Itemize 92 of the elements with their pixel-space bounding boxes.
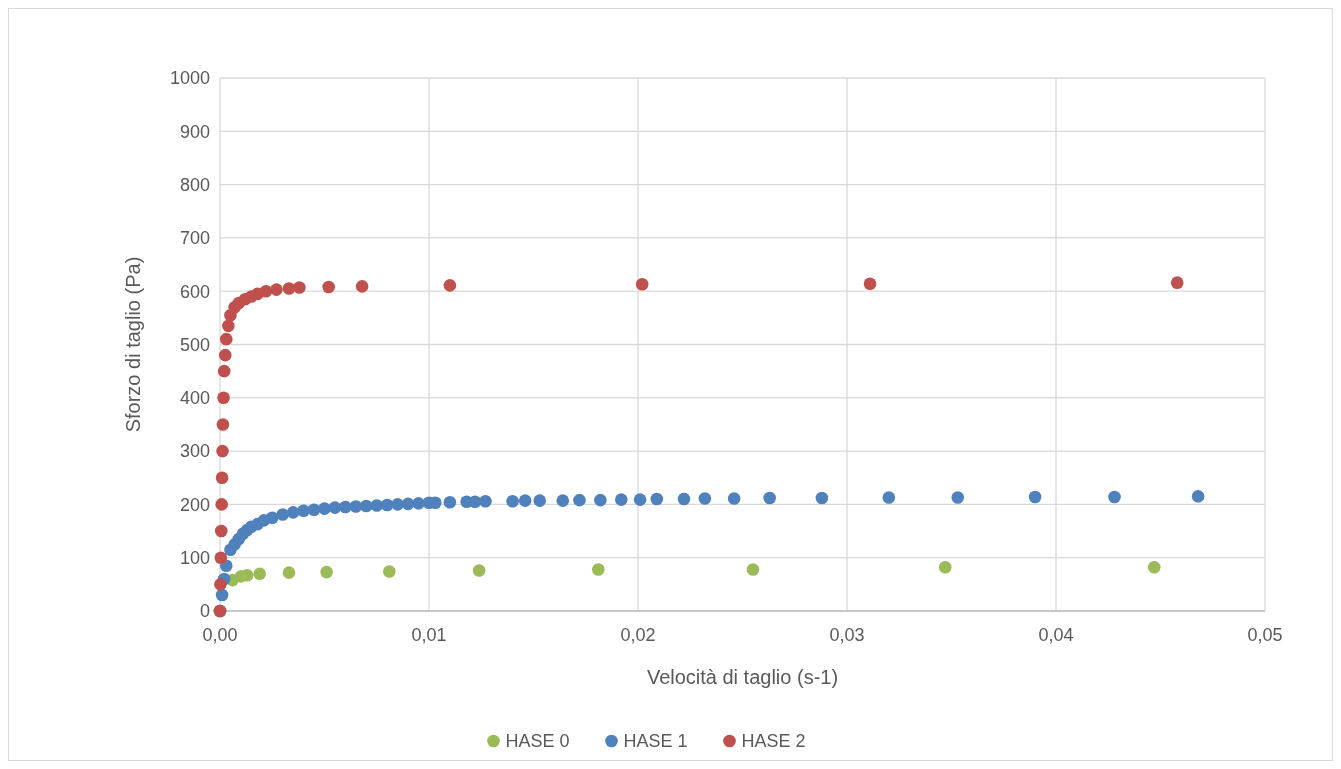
- point: [472, 564, 486, 577]
- point: [443, 279, 457, 292]
- point: [253, 567, 267, 580]
- point: [1028, 490, 1042, 504]
- point: [573, 493, 586, 507]
- point: [938, 561, 952, 574]
- point: [380, 498, 394, 512]
- point: [219, 332, 233, 346]
- point: [635, 277, 649, 291]
- point: [217, 391, 230, 405]
- y-tick-label: 1000: [169, 68, 210, 89]
- point: [727, 492, 741, 505]
- point: [215, 498, 228, 511]
- point: [518, 494, 532, 507]
- point: [216, 418, 230, 431]
- point: [214, 524, 228, 538]
- point: [815, 491, 829, 505]
- point: [614, 493, 628, 506]
- y-tick-label: 900: [179, 121, 210, 142]
- point: [1170, 276, 1184, 289]
- point: [240, 569, 254, 582]
- point: [594, 493, 607, 507]
- point: [677, 492, 691, 506]
- point: [382, 565, 396, 578]
- legend-label: HASE 1: [623, 731, 688, 751]
- point: [370, 499, 384, 512]
- point: [506, 494, 519, 508]
- x-tick-label: 0,00: [202, 625, 238, 645]
- point: [328, 501, 342, 514]
- point: [633, 493, 647, 506]
- point: [951, 491, 965, 504]
- point: [746, 563, 760, 576]
- point: [412, 497, 425, 510]
- point: [863, 277, 877, 291]
- point: [1108, 490, 1121, 504]
- point: [214, 551, 228, 564]
- point: [218, 348, 232, 362]
- point: [265, 511, 279, 525]
- x-tick-label: 0,04: [1038, 625, 1074, 645]
- point: [1191, 490, 1205, 503]
- point: [763, 491, 776, 505]
- point: [533, 494, 547, 507]
- point: [320, 565, 333, 579]
- point: [270, 283, 283, 296]
- point: [443, 495, 457, 509]
- point: [349, 500, 363, 513]
- legend-label: HASE 0: [505, 731, 570, 751]
- x-tick-label: 0,02: [620, 625, 656, 645]
- y-tick-label: 200: [179, 494, 210, 515]
- y-tick-label: 100: [179, 548, 210, 568]
- point: [307, 503, 321, 517]
- point: [217, 364, 231, 378]
- point: [297, 504, 310, 518]
- point: [556, 494, 570, 507]
- y-tick-label: 600: [179, 281, 210, 302]
- point: [215, 471, 229, 485]
- y-tick-label: 300: [179, 441, 210, 462]
- point: [222, 319, 235, 333]
- point: [318, 502, 331, 515]
- point: [479, 494, 492, 508]
- point: [282, 282, 296, 295]
- y-tick-label: 700: [179, 228, 210, 249]
- point: [322, 280, 335, 294]
- point: [276, 508, 289, 521]
- point: [401, 497, 415, 511]
- legend-label: HASE 2: [741, 731, 806, 751]
- x-tick-label: 0,01: [411, 625, 447, 645]
- point: [882, 491, 896, 504]
- x-tick-label: 0,05: [1247, 625, 1283, 645]
- point: [282, 566, 296, 579]
- x-tick-label: 0,03: [829, 625, 865, 645]
- point: [293, 281, 306, 294]
- point: [650, 492, 664, 506]
- point: [698, 492, 712, 505]
- point: [1147, 561, 1161, 574]
- y-axis-title: Sforzo di taglio (Pa): [122, 256, 144, 433]
- point: [286, 506, 300, 519]
- point: [360, 499, 373, 513]
- point: [591, 563, 605, 576]
- y-tick-label: 500: [179, 334, 210, 355]
- point: [216, 444, 229, 458]
- y-tick-label: 800: [179, 174, 210, 195]
- x-axis-title: Velocità di taglio (s-1): [646, 666, 839, 688]
- point: [214, 578, 227, 591]
- y-tick-label: 0: [199, 601, 210, 622]
- point: [468, 495, 482, 509]
- point: [355, 280, 369, 293]
- point: [391, 498, 404, 511]
- point: [215, 588, 229, 602]
- point: [259, 284, 273, 298]
- y-tick-label: 400: [179, 388, 210, 409]
- point: [339, 500, 352, 514]
